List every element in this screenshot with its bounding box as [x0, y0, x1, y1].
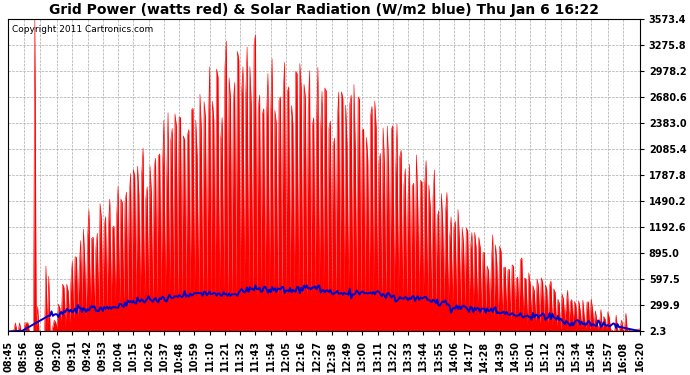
Text: Copyright 2011 Cartronics.com: Copyright 2011 Cartronics.com — [12, 25, 153, 34]
Title: Grid Power (watts red) & Solar Radiation (W/m2 blue) Thu Jan 6 16:22: Grid Power (watts red) & Solar Radiation… — [49, 3, 599, 18]
